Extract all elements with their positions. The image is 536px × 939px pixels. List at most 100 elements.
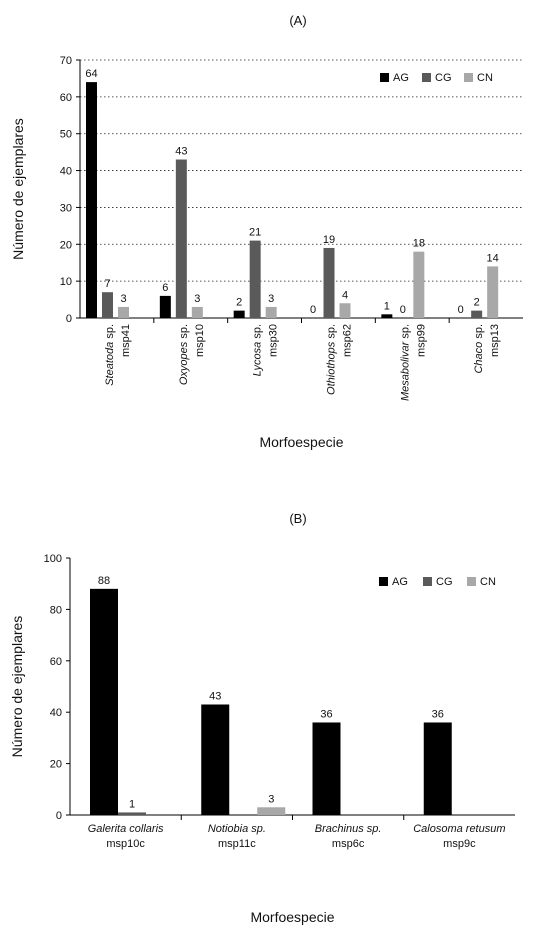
data-label: 3: [268, 293, 274, 305]
x-axis-title: Morfoespecie: [250, 909, 334, 925]
category-genus: Othiothops: [325, 341, 337, 395]
x-category-label: Steatoda sp.: [104, 324, 116, 386]
legend-swatch-cn: [464, 73, 473, 82]
bar-cn: [191, 306, 203, 318]
x-category-code: msp9c: [443, 838, 476, 850]
y-tick-label: 0: [56, 810, 62, 822]
data-label: 64: [85, 68, 97, 80]
data-label: 0: [458, 304, 464, 316]
category-suffix: sp.: [252, 324, 264, 342]
bar-cn: [339, 303, 351, 318]
y-tick-label: 0: [66, 313, 72, 325]
category-suffix: sp.: [399, 324, 411, 342]
bar-ag: [86, 82, 97, 318]
x-category-code: msp6c: [332, 838, 365, 850]
category-suffix: sp.: [178, 324, 190, 342]
y-tick-label: 100: [44, 553, 62, 565]
panel-label: (B): [289, 511, 306, 526]
bar-ag: [423, 722, 452, 815]
bar-ag: [159, 295, 171, 318]
legend-swatch-cg: [422, 73, 431, 82]
legend-label: AG: [392, 576, 408, 588]
y-axis-title: Número de ejemplares: [10, 118, 26, 260]
x-category-label: Galerita collaris: [88, 823, 164, 835]
category-suffix: sp.: [104, 324, 116, 342]
y-tick-label: 80: [50, 604, 62, 616]
data-label: 18: [413, 238, 425, 250]
x-category-code: msp10c: [106, 838, 145, 850]
bar-cg: [249, 240, 261, 318]
y-tick-label: 40: [60, 166, 72, 178]
panel-label: (A): [289, 13, 306, 28]
x-category-code: msp13: [489, 324, 501, 357]
category-genus: Steatoda: [104, 342, 116, 386]
x-category-label: Oxyopes sp.: [178, 324, 190, 385]
data-label: 0: [400, 304, 406, 316]
legend-swatch-cg: [423, 577, 432, 586]
category-suffix: sp.: [473, 324, 485, 342]
x-category-label: Calosoma retusum: [413, 823, 505, 835]
data-label: 0: [310, 304, 316, 316]
category-genus: Lycosa: [252, 342, 264, 377]
category-suffix: sp.: [325, 324, 337, 342]
legend-label: AG: [393, 72, 409, 84]
legend-label: CN: [477, 72, 493, 84]
data-label: 3: [120, 293, 126, 305]
bar-cn: [118, 306, 129, 318]
data-label: 2: [474, 297, 480, 309]
y-tick-label: 20: [50, 759, 62, 771]
data-label: 14: [487, 252, 499, 264]
y-tick-label: 50: [60, 129, 72, 141]
x-category-code: msp30: [268, 324, 280, 357]
bar-cg: [471, 310, 483, 318]
x-category-label: Chaco sp.: [473, 324, 485, 374]
x-category-label: Mesabolivar sp.: [399, 324, 411, 401]
y-tick-label: 30: [60, 202, 72, 214]
data-label: 3: [194, 293, 200, 305]
data-label: 6: [162, 282, 168, 294]
bar-cg: [102, 292, 113, 318]
legend-swatch-ag: [379, 577, 388, 586]
chart-panel-b: (B) 0 20 40 60 80 100 88 1 43 3 36 36 AG CG CN Número de…: [9, 511, 515, 925]
category-genus: Chaco: [473, 342, 485, 374]
bar-ag: [233, 310, 245, 318]
x-category-label: Notiobia sp.: [208, 823, 266, 835]
data-label: 43: [175, 146, 187, 158]
y-tick-label: 40: [50, 707, 62, 719]
x-category-code: msp41: [120, 324, 132, 357]
x-category-label: Othiothops sp.: [325, 324, 337, 395]
data-label: 21: [249, 227, 261, 239]
y-tick-label: 20: [60, 239, 72, 251]
bar-ag: [90, 588, 118, 815]
legend-label: CG: [436, 576, 453, 588]
y-tick-label: 60: [50, 656, 62, 668]
x-axis-title: Morfoespecie: [259, 434, 343, 450]
data-label: 1: [129, 798, 135, 810]
bar-cg: [175, 159, 187, 318]
x-category-code: msp99: [415, 324, 427, 357]
data-label: 1: [384, 300, 390, 312]
data-label: 19: [323, 234, 335, 246]
data-label: 88: [98, 575, 110, 587]
category-genus: Oxyopes: [178, 341, 190, 385]
x-category-code: msp62: [341, 324, 353, 357]
data-label: 3: [268, 793, 274, 805]
x-category-code: msp11c: [218, 838, 256, 850]
bar-cn: [413, 251, 425, 318]
legend-swatch-ag: [380, 73, 389, 82]
data-label: 36: [320, 708, 332, 720]
bar-cn: [257, 807, 286, 815]
bar-ag: [201, 704, 230, 815]
category-genus: Mesabolivar: [399, 340, 411, 401]
y-axis-title: Número de ejemplares: [9, 616, 25, 758]
data-label: 7: [104, 278, 110, 290]
y-tick-label: 10: [60, 276, 72, 288]
data-label: 2: [236, 297, 242, 309]
x-category-code: msp10: [194, 324, 206, 357]
bar-ag: [312, 722, 341, 815]
data-label: 43: [209, 690, 221, 702]
data-label: 4: [342, 289, 348, 301]
x-category-label: Lycosa sp.: [252, 324, 264, 376]
